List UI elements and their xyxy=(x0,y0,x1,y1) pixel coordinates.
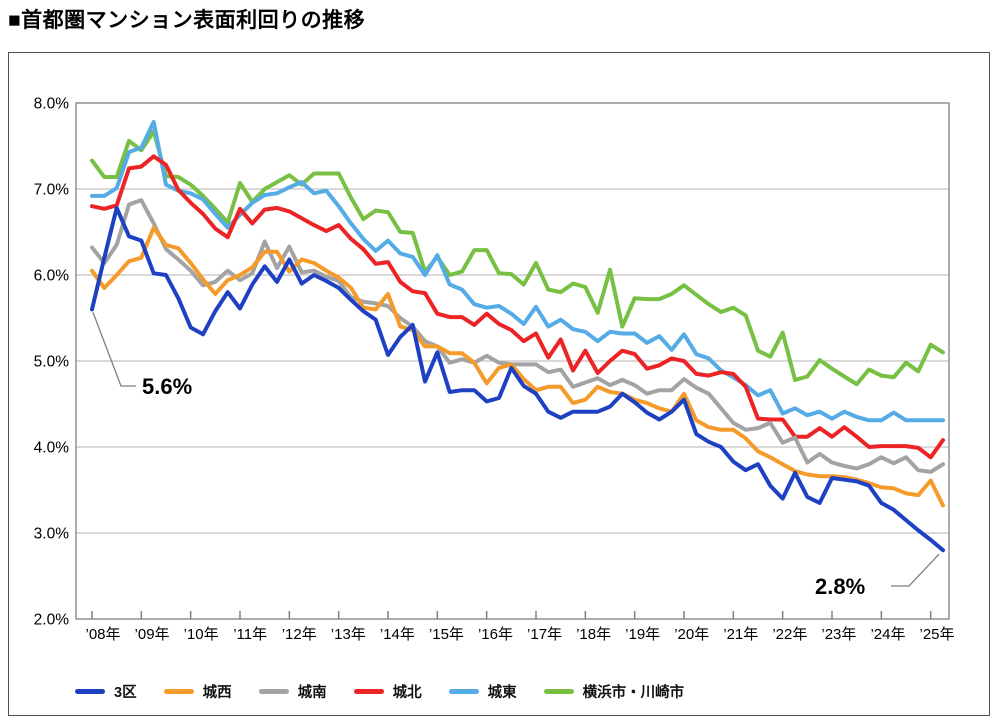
x-axis-label: ’13年 xyxy=(331,626,366,643)
x-axis-label: ’11年 xyxy=(233,626,267,643)
x-axis-label: ’08年 xyxy=(85,626,120,643)
legend-label: 横浜市・川崎市 xyxy=(582,685,685,701)
annotation-end-value: 2.8% xyxy=(815,574,865,599)
legend-item: 横浜市・川崎市 xyxy=(543,681,685,702)
x-axis-label: ’24年 xyxy=(870,626,905,643)
x-axis-label: ’19年 xyxy=(625,626,660,643)
series-line-横浜市・川崎市 xyxy=(90,129,945,387)
y-axis-label: 8.0% xyxy=(34,96,70,113)
x-axis-label: ’09年 xyxy=(135,626,170,643)
x-axis-label: ’22年 xyxy=(772,626,807,643)
annotation-start-value: 5.6% xyxy=(142,374,192,399)
x-axis-label: ’21年 xyxy=(723,626,758,643)
legend-label: 城西 xyxy=(202,685,232,701)
x-axis-label: ’16年 xyxy=(478,626,513,643)
yield-line-chart: 8.0% 7.0% 6.0% 5.0% 4.0% 3.0% 2.0% ’08年 ’09年 ’10年… xyxy=(34,96,955,644)
legend-swatch-icon xyxy=(258,689,289,694)
legend-item: 城西 xyxy=(163,681,232,702)
legend-item: 城南 xyxy=(258,681,327,702)
y-axis-label: 7.0% xyxy=(34,182,70,199)
x-axis-label: ’14年 xyxy=(380,626,415,643)
legend-swatch-icon xyxy=(448,689,479,694)
x-axis-label: ’17年 xyxy=(527,626,562,643)
x-axis-label: ’23年 xyxy=(821,626,856,643)
series-line-城西 xyxy=(90,225,945,508)
x-axis-label: ’20年 xyxy=(674,626,709,643)
x-axis-label: ’18年 xyxy=(576,626,611,643)
legend-item: 城北 xyxy=(353,681,422,702)
y-axis-label: 6.0% xyxy=(34,268,70,285)
annotation-leader-end xyxy=(891,553,940,587)
chart-panel: 8.0% 7.0% 6.0% 5.0% 4.0% 3.0% 2.0% ’08年 ’09年 ’10年… xyxy=(8,52,990,716)
legend-item: 3区 xyxy=(75,681,137,702)
y-axis-label: 3.0% xyxy=(34,526,70,543)
x-axis-label: ’10年 xyxy=(184,626,219,643)
chart-legend: 3区 城西 城南 城北 城東 横浜市・川崎市 xyxy=(75,681,684,702)
plot-border xyxy=(75,102,950,620)
legend-label: 城北 xyxy=(392,685,422,701)
legend-label: 城東 xyxy=(487,685,517,701)
legend-label: 3区 xyxy=(114,685,137,701)
legend-label: 城南 xyxy=(297,685,327,701)
legend-item: 城東 xyxy=(448,681,517,702)
legend-swatch-icon xyxy=(543,689,574,694)
series-line-城北 xyxy=(90,154,945,460)
annotation-leader-start xyxy=(92,312,136,387)
legend-swatch-icon xyxy=(75,689,105,694)
series-line-3区 xyxy=(90,205,945,553)
y-axis-label: 4.0% xyxy=(34,440,70,457)
legend-swatch-icon xyxy=(163,689,194,694)
x-axis-label: ’15年 xyxy=(429,626,464,643)
y-axis-label: 2.0% xyxy=(34,612,70,629)
legend-swatch-icon xyxy=(353,689,384,694)
x-axis-label: ’25年 xyxy=(920,626,955,643)
page-title: ■首都圏マンション表面利回りの推移 xyxy=(8,9,366,32)
x-axis-label: ’12年 xyxy=(282,626,317,643)
y-axis-label: 5.0% xyxy=(34,354,70,371)
